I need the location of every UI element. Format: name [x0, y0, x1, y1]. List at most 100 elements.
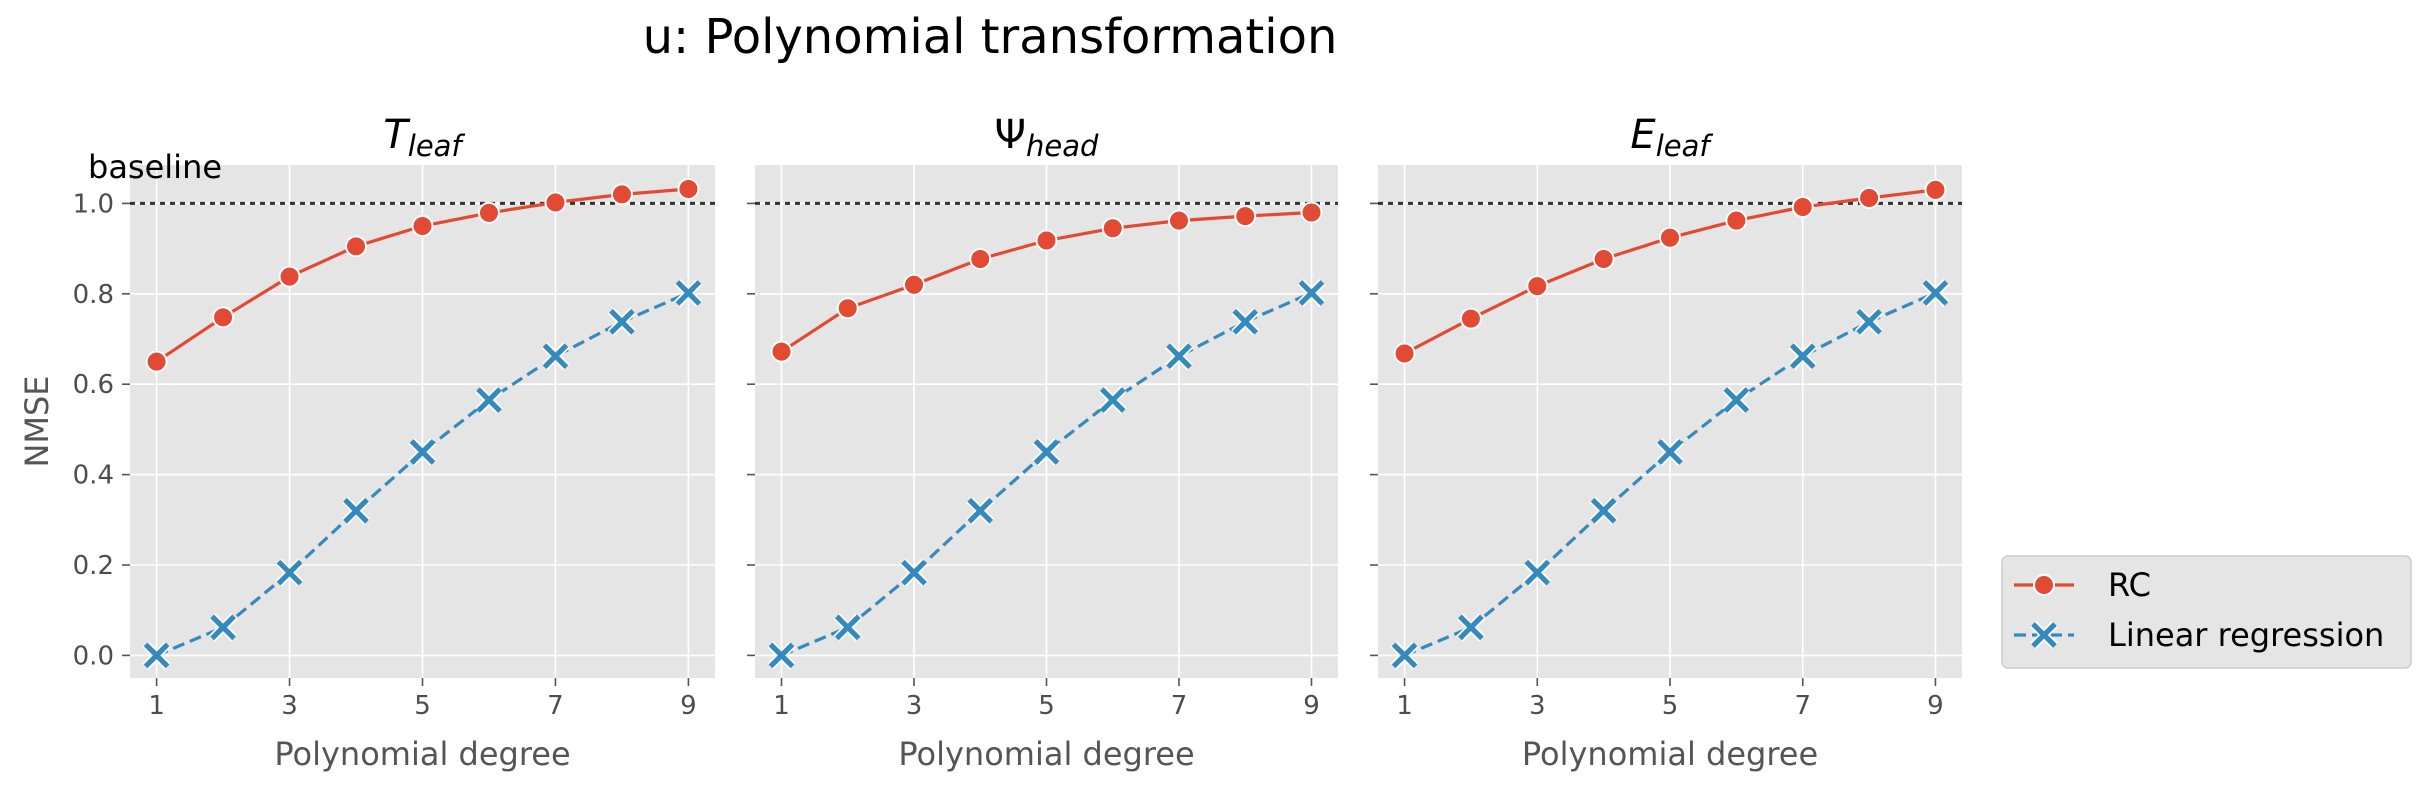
- x-axis-label: Polynomial degree: [1522, 735, 1818, 773]
- x-tick-label: 5: [1662, 691, 1679, 721]
- figure-suptitle: u: Polynomial transformation: [643, 9, 1338, 65]
- data-point: [477, 201, 500, 224]
- data-point: [1791, 196, 1814, 219]
- panel-title: Ψhead: [995, 112, 1099, 163]
- data-point: [1589, 496, 1618, 525]
- data-point: [1592, 248, 1615, 271]
- panel-title-main: E: [1630, 112, 1656, 158]
- y-tick-label: 0.0: [73, 641, 114, 671]
- y-tick-label: 0.8: [73, 280, 114, 310]
- data-point: [541, 342, 570, 371]
- data-point: [1659, 226, 1681, 249]
- series-rc: [1393, 178, 1947, 365]
- data-point: [1456, 613, 1485, 642]
- legend: RC Linear regression: [2001, 555, 2412, 669]
- data-point: [1035, 229, 1058, 252]
- x-axis-label: Polynomial degree: [898, 735, 1194, 773]
- series-linear-regression: [142, 278, 703, 670]
- data-point: [208, 613, 238, 642]
- data-point: [836, 297, 859, 320]
- legend-entry-linear-regression: Linear regression: [2014, 616, 2384, 654]
- data-point: [1032, 437, 1061, 467]
- panel-title: Eleaf: [1630, 112, 1713, 163]
- data-point: [1921, 278, 1950, 307]
- x-tick-label: 5: [414, 691, 431, 721]
- data-point: [767, 641, 796, 670]
- x-tick-label: 3: [1529, 691, 1546, 721]
- data-point: [1390, 641, 1419, 670]
- x-tick-label: 7: [1794, 691, 1811, 721]
- data-point: [607, 307, 637, 336]
- data-point: [1722, 385, 1751, 415]
- data-point: [1234, 205, 1257, 228]
- baseline-annotation: baseline: [88, 148, 222, 186]
- panel-2: 1 3 5 7 9 Polynomial degree Ψhead: [747, 112, 1338, 773]
- data-point: [1300, 201, 1323, 224]
- panel-title-main: Ψ: [995, 112, 1026, 158]
- data-point: [969, 248, 992, 271]
- data-point: [966, 496, 995, 525]
- legend-label: Linear regression: [2108, 616, 2384, 654]
- panel-title: Tleaf: [383, 112, 465, 163]
- data-point: [544, 191, 567, 214]
- panel-title-main: T: [383, 112, 411, 158]
- data-point: [142, 641, 171, 670]
- legend-box: [2001, 555, 2412, 669]
- x-tick-label: 7: [547, 691, 564, 721]
- y-tick-label: 0.2: [73, 551, 114, 581]
- panels-group: 0.0 0.2 0.4 0.6 0.8 1.0 1 3 5 7 9 Polynomial degree…: [18, 112, 1962, 773]
- series-rc: [770, 201, 1323, 363]
- x-tick-label: 5: [1038, 691, 1055, 721]
- data-point: [770, 340, 793, 363]
- data-point: [1393, 342, 1416, 365]
- data-point: [1924, 178, 1947, 201]
- panel-title-subscript: head: [1026, 129, 1099, 163]
- y-tick-label: 0.4: [73, 461, 114, 491]
- data-point: [278, 265, 301, 288]
- legend-marker: [2033, 574, 2055, 596]
- data-point: [1297, 278, 1326, 307]
- data-point: [674, 278, 703, 307]
- data-point: [411, 215, 434, 238]
- data-point: [1098, 385, 1127, 415]
- data-point: [1655, 437, 1685, 467]
- y-tick-label: 0.6: [73, 370, 114, 400]
- x-tick-label: 1: [773, 691, 790, 721]
- x-tick-label: 9: [1927, 691, 1944, 721]
- x-tick-label: 3: [906, 691, 923, 721]
- series-linear-regression: [767, 278, 1326, 670]
- x-tick-label: 1: [1396, 691, 1413, 721]
- x-tick-label: 1: [148, 691, 165, 721]
- data-point: [1459, 307, 1482, 330]
- data-point: [1164, 342, 1194, 371]
- series-line: [780, 291, 1313, 657]
- data-point: [899, 558, 929, 587]
- panel-3: 1 3 5 7 9 Polynomial degree Eleaf: [1370, 112, 1962, 773]
- series-rc: [145, 177, 700, 373]
- x-tick-label: 3: [281, 691, 298, 721]
- data-point: [610, 183, 633, 206]
- panel-title-subscript: leaf: [1656, 129, 1714, 163]
- legend-marker: [2029, 620, 2059, 650]
- data-point: [275, 558, 304, 587]
- x-tick-label: 7: [1171, 691, 1188, 721]
- y-tick-label: 1.0: [73, 189, 114, 219]
- data-point: [1725, 209, 1748, 232]
- data-point: [1788, 342, 1817, 371]
- data-point: [1858, 186, 1881, 209]
- x-tick-label: 9: [1303, 691, 1320, 721]
- legend-entry-rc: RC: [2014, 566, 2151, 604]
- data-point: [1855, 307, 1884, 336]
- data-point: [903, 273, 925, 296]
- data-point: [408, 437, 437, 467]
- data-point: [1231, 307, 1260, 336]
- y-axis-label: NMSE: [18, 375, 56, 467]
- data-point: [212, 306, 235, 329]
- data-point: [1523, 558, 1552, 587]
- panel-title-subscript: leaf: [408, 129, 466, 163]
- legend-label: RC: [2108, 566, 2151, 604]
- data-point: [677, 177, 700, 200]
- data-point: [145, 350, 168, 373]
- x-axis-label: Polynomial degree: [274, 735, 570, 773]
